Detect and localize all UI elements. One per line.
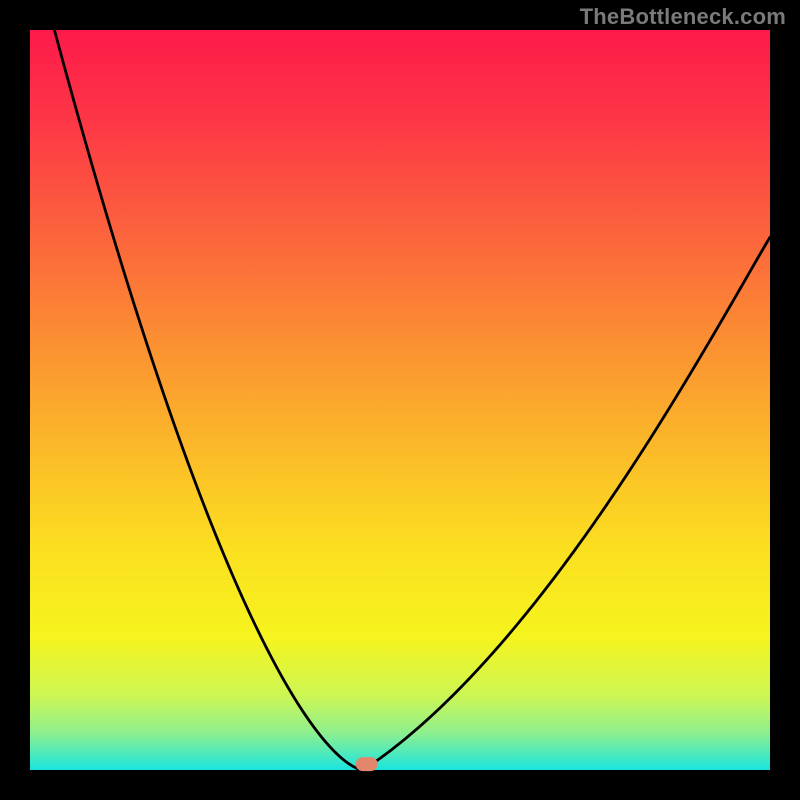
apex-marker — [356, 757, 378, 771]
chart-frame: TheBottleneck.com — [0, 0, 800, 800]
gradient-background — [30, 30, 770, 770]
plot-area — [30, 30, 770, 771]
bottleneck-chart — [0, 0, 800, 800]
